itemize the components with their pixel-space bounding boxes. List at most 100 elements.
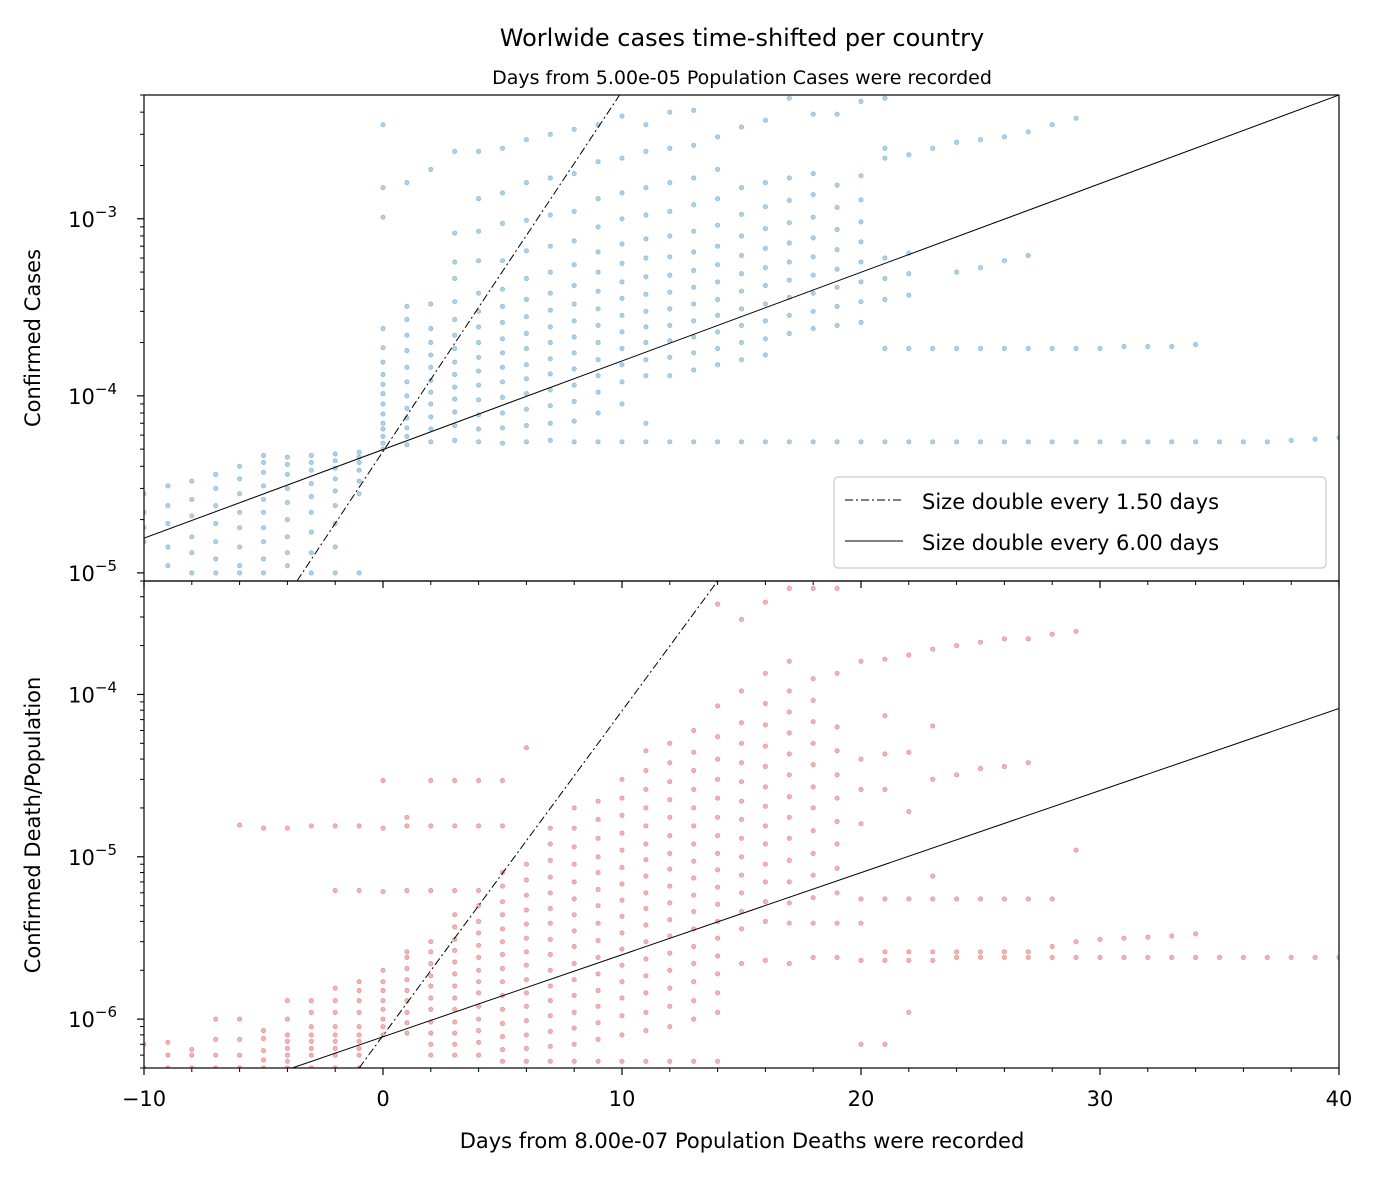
data-point <box>523 275 530 282</box>
data-point <box>547 825 553 831</box>
data-point <box>619 241 625 247</box>
data-point <box>858 319 864 325</box>
data-point <box>738 960 745 967</box>
data-point <box>714 703 721 709</box>
data-point <box>595 339 601 346</box>
data-point <box>380 997 386 1004</box>
data-point <box>237 1016 243 1022</box>
data-point <box>547 951 553 958</box>
data-point <box>953 949 960 955</box>
data-point <box>738 339 745 346</box>
doubling-line-6-days <box>144 95 1339 539</box>
data-point <box>213 471 219 477</box>
data-point <box>595 288 601 294</box>
data-point <box>714 362 721 368</box>
data-point <box>619 155 625 161</box>
data-point <box>953 439 960 445</box>
data-point <box>571 960 577 967</box>
data-point <box>1001 763 1008 770</box>
data-point <box>762 861 769 867</box>
data-point <box>332 1038 338 1044</box>
data-point <box>356 459 362 466</box>
data-point <box>953 954 960 961</box>
data-point <box>1145 439 1151 445</box>
data-point <box>834 670 840 676</box>
data-point <box>1121 343 1127 350</box>
data-point <box>691 228 697 234</box>
data-point <box>428 939 434 945</box>
data-point <box>738 252 745 259</box>
data-point <box>547 437 553 443</box>
data-point <box>571 382 577 388</box>
data-point <box>523 390 530 397</box>
data-point <box>691 979 697 985</box>
data-point <box>404 303 410 309</box>
data-point <box>691 350 697 356</box>
data-point <box>1097 954 1103 961</box>
data-point <box>667 866 673 872</box>
data-point <box>571 238 577 244</box>
data-point <box>691 284 697 290</box>
data-point <box>858 173 864 179</box>
data-point <box>714 795 721 801</box>
data-point <box>380 381 386 387</box>
data-point <box>1097 345 1103 352</box>
data-point <box>499 777 506 784</box>
data-point <box>189 550 195 556</box>
data-point <box>619 995 625 1001</box>
data-point <box>595 954 601 961</box>
data-point <box>691 439 697 445</box>
data-point <box>404 379 410 385</box>
data-point <box>714 329 721 335</box>
data-point <box>1121 439 1127 445</box>
data-point <box>475 397 482 403</box>
data-point <box>499 303 506 309</box>
data-point <box>977 949 984 955</box>
data-point <box>475 1039 482 1045</box>
data-point <box>189 534 195 540</box>
x-tick-label: 10 <box>609 1087 636 1111</box>
data-point <box>404 442 410 448</box>
data-point <box>810 308 816 314</box>
data-point <box>595 869 601 876</box>
data-point <box>691 997 697 1004</box>
data-point <box>452 345 458 352</box>
data-point <box>452 371 458 378</box>
data-point <box>738 288 745 294</box>
data-point <box>452 148 458 154</box>
data-point <box>452 1030 458 1036</box>
data-point <box>762 803 769 809</box>
data-point <box>667 760 673 766</box>
data-point <box>738 124 745 130</box>
data-point <box>834 954 840 961</box>
data-point <box>619 913 625 919</box>
data-point <box>595 410 601 416</box>
data-point <box>308 1052 314 1058</box>
data-point <box>452 947 458 954</box>
data-point <box>810 111 816 117</box>
data-point <box>834 795 840 801</box>
data-point <box>762 743 769 749</box>
data-point <box>284 485 290 491</box>
data-point <box>428 401 434 407</box>
data-point <box>308 570 314 576</box>
data-point <box>499 410 506 416</box>
data-point <box>1193 954 1199 961</box>
data-point <box>786 330 792 337</box>
data-point <box>786 960 792 967</box>
data-point <box>786 439 792 445</box>
data-point <box>380 371 386 378</box>
data-point <box>213 485 219 491</box>
data-point <box>571 879 577 885</box>
data-point <box>475 1028 482 1034</box>
x-axis-label: Days from 8.00e-07 Population Deaths wer… <box>460 1129 1025 1153</box>
data-point <box>667 289 673 295</box>
data-point <box>691 727 697 734</box>
data-point <box>906 439 912 445</box>
data-point <box>643 291 649 297</box>
data-point <box>762 245 769 251</box>
data-point <box>475 196 482 202</box>
data-point <box>619 439 625 445</box>
data-point <box>810 254 816 260</box>
data-point <box>762 599 769 605</box>
